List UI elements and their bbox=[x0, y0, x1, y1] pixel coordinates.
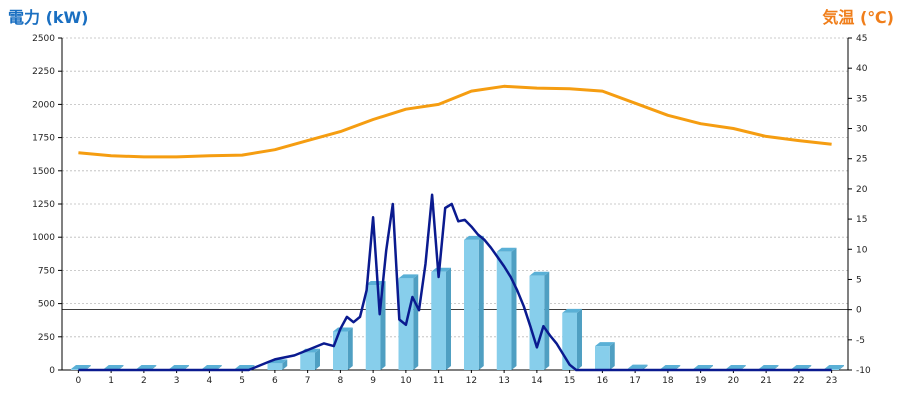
right-tick-label: 30 bbox=[856, 125, 868, 135]
bar-top bbox=[431, 267, 451, 272]
bar-top bbox=[627, 364, 648, 369]
bar-top bbox=[726, 365, 746, 369]
right-tick-label: 20 bbox=[856, 185, 868, 195]
x-tick-label: 8 bbox=[338, 376, 344, 386]
power-line bbox=[78, 193, 832, 372]
bar-side bbox=[642, 364, 648, 370]
bar-side bbox=[576, 308, 582, 370]
x-tick-label: 5 bbox=[239, 376, 245, 386]
bar-top bbox=[562, 308, 582, 313]
x-tick-label: 6 bbox=[272, 376, 278, 386]
bar-top bbox=[103, 365, 124, 369]
bar-side bbox=[478, 235, 484, 370]
bar bbox=[300, 352, 315, 370]
left-tick-label: 750 bbox=[38, 266, 55, 276]
bar-top bbox=[758, 365, 779, 369]
x-tick-label: 10 bbox=[400, 376, 412, 386]
left-tick-label: 1250 bbox=[32, 200, 55, 210]
x-tick-label: 0 bbox=[76, 376, 82, 386]
bar bbox=[562, 312, 577, 370]
x-tick-label: 18 bbox=[662, 376, 674, 386]
x-tick-label: 23 bbox=[826, 376, 837, 386]
x-tick-label: 1 bbox=[108, 376, 114, 386]
bar-side bbox=[445, 267, 451, 370]
left-tick-label: 0 bbox=[49, 366, 55, 376]
right-tick-label: 25 bbox=[856, 155, 867, 165]
bar-top bbox=[693, 365, 713, 369]
x-tick-label: 13 bbox=[498, 376, 509, 386]
left-axis-title: 電力 (kW) bbox=[8, 8, 89, 27]
bar-side bbox=[544, 271, 550, 370]
bar bbox=[496, 251, 512, 370]
bar-side bbox=[314, 348, 320, 370]
right-tick-label: 15 bbox=[856, 215, 867, 225]
bar-side bbox=[838, 365, 844, 370]
bar-top bbox=[595, 342, 615, 347]
right-axis-title: 気温 (℃) bbox=[822, 8, 894, 27]
temperature-line bbox=[78, 84, 832, 159]
bar-top bbox=[234, 365, 255, 369]
bar bbox=[333, 331, 348, 370]
bar bbox=[824, 369, 839, 370]
left-tick-label: 1500 bbox=[32, 167, 55, 177]
bar-top bbox=[333, 327, 353, 332]
x-tick-label: 11 bbox=[433, 376, 444, 386]
x-tick-label: 20 bbox=[728, 376, 740, 386]
bar-side bbox=[609, 342, 615, 370]
right-tick-label: 10 bbox=[856, 245, 868, 255]
bar-top bbox=[791, 365, 812, 369]
bar-top bbox=[529, 271, 550, 276]
x-tick-label: 22 bbox=[793, 376, 804, 386]
left-tick-label: 500 bbox=[38, 300, 55, 310]
right-tick-label: 40 bbox=[856, 64, 868, 74]
right-tick-label: 5 bbox=[856, 275, 862, 285]
bar-side bbox=[282, 359, 288, 370]
left-tick-label: 1000 bbox=[32, 233, 55, 243]
right-tick-label: -10 bbox=[856, 366, 871, 376]
x-tick-label: 4 bbox=[207, 376, 213, 386]
x-tick-label: 7 bbox=[305, 376, 311, 386]
bar bbox=[431, 271, 446, 370]
right-tick-label: -5 bbox=[856, 336, 865, 346]
x-tick-label: 21 bbox=[760, 376, 771, 386]
left-tick-label: 2000 bbox=[32, 100, 55, 110]
bar bbox=[267, 363, 283, 370]
x-tick-label: 19 bbox=[695, 376, 707, 386]
left-tick-label: 2500 bbox=[32, 34, 55, 44]
bar-side bbox=[413, 274, 419, 370]
bar-side bbox=[347, 327, 353, 370]
x-tick-label: 14 bbox=[531, 376, 543, 386]
bar-side bbox=[511, 247, 517, 370]
x-tick-label: 12 bbox=[466, 376, 477, 386]
x-tick-label: 16 bbox=[597, 376, 609, 386]
x-tick-label: 17 bbox=[629, 376, 640, 386]
bar bbox=[595, 346, 610, 370]
bar-top bbox=[398, 274, 419, 279]
bar-top bbox=[136, 365, 157, 369]
bar-top bbox=[824, 365, 844, 369]
x-tick-label: 3 bbox=[174, 376, 180, 386]
bar-top bbox=[660, 365, 681, 369]
x-tick-label: 9 bbox=[370, 376, 376, 386]
x-tick-label: 15 bbox=[564, 376, 575, 386]
right-tick-label: 35 bbox=[856, 94, 867, 104]
left-tick-label: 2250 bbox=[32, 67, 55, 77]
x-tick-label: 2 bbox=[141, 376, 147, 386]
right-tick-label: 0 bbox=[856, 306, 862, 316]
left-tick-label: 250 bbox=[38, 333, 55, 343]
bar bbox=[365, 285, 381, 370]
bar-top bbox=[71, 365, 91, 369]
bar bbox=[71, 369, 86, 370]
bar-top bbox=[169, 365, 189, 369]
right-tick-label: 45 bbox=[856, 34, 867, 44]
bar-top bbox=[202, 365, 222, 369]
bar-top bbox=[365, 281, 386, 286]
bar bbox=[464, 239, 479, 370]
left-tick-label: 1750 bbox=[32, 134, 55, 144]
bar-top bbox=[496, 247, 517, 252]
bar bbox=[529, 275, 545, 370]
